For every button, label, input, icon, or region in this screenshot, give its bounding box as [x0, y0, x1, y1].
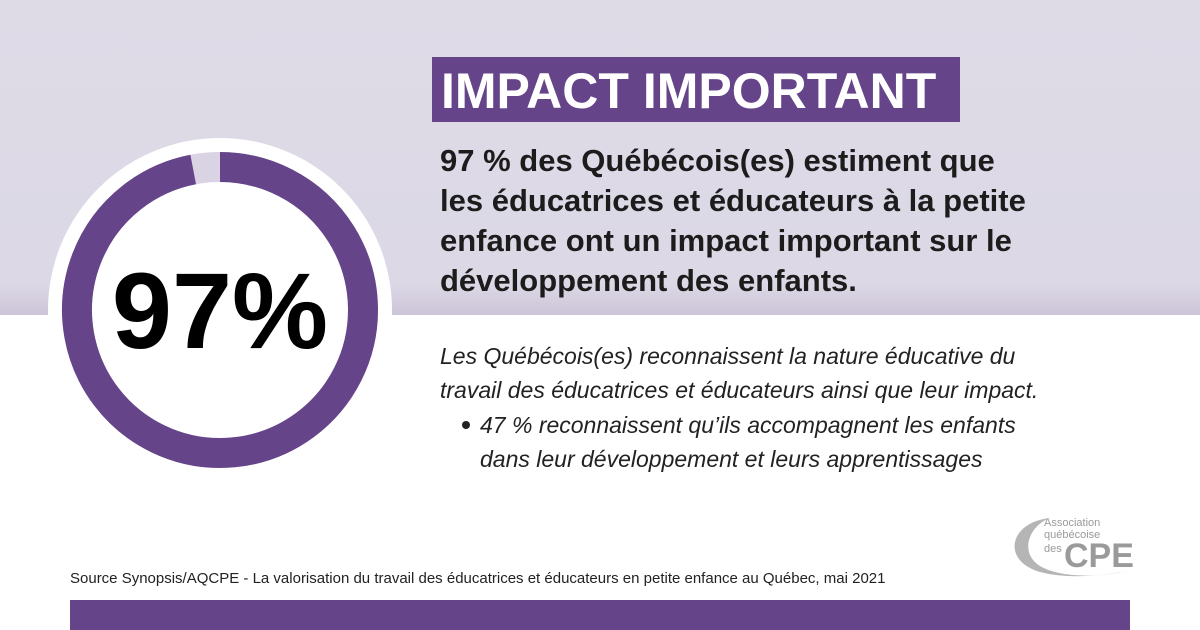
bullet-dot — [462, 421, 470, 429]
donut-backdrop — [48, 138, 392, 482]
text-line: enfance ont un impact important sur le — [440, 223, 1012, 258]
body-text: Les Québécois(es) reconnaissent la natur… — [440, 343, 1038, 403]
logo: Association québécoise des CPE — [1014, 517, 1134, 577]
donut-chart: 97% — [48, 138, 392, 482]
source: Source Synopsis/AQCPE - La valorisation … — [70, 570, 885, 587]
text-line: 47 % reconnaissent qu’ils accompagnent l… — [480, 412, 1016, 438]
text-line: travail des éducatrices et éducateurs ai… — [440, 377, 1038, 403]
lead-text: 97 % des Québécois(es) estiment que les é… — [440, 143, 1026, 298]
text-line: 97 % des Québécois(es) estiment que — [440, 143, 995, 178]
text-line: Les Québécois(es) reconnaissent la natur… — [440, 343, 1016, 369]
bullet-text: 47 % reconnaissent qu’ils accompagnent l… — [480, 412, 1016, 472]
logo-acronym: CPE — [1064, 537, 1134, 575]
logo-line: Association — [1044, 517, 1100, 529]
bottom-bar — [70, 600, 1130, 630]
logo-line: québécoise — [1044, 529, 1100, 541]
text-line: développement des enfants. — [440, 263, 857, 298]
donut-arc — [62, 152, 378, 468]
heading-box — [432, 57, 960, 122]
text-line: les éducatrices et éducateurs à la petit… — [440, 183, 1026, 218]
heading: IMPACT IMPORTANT — [441, 63, 936, 119]
logo-line: des — [1044, 543, 1062, 555]
center-label: 97% — [112, 250, 328, 371]
text-line: dans leur développement et leurs apprent… — [480, 446, 983, 472]
